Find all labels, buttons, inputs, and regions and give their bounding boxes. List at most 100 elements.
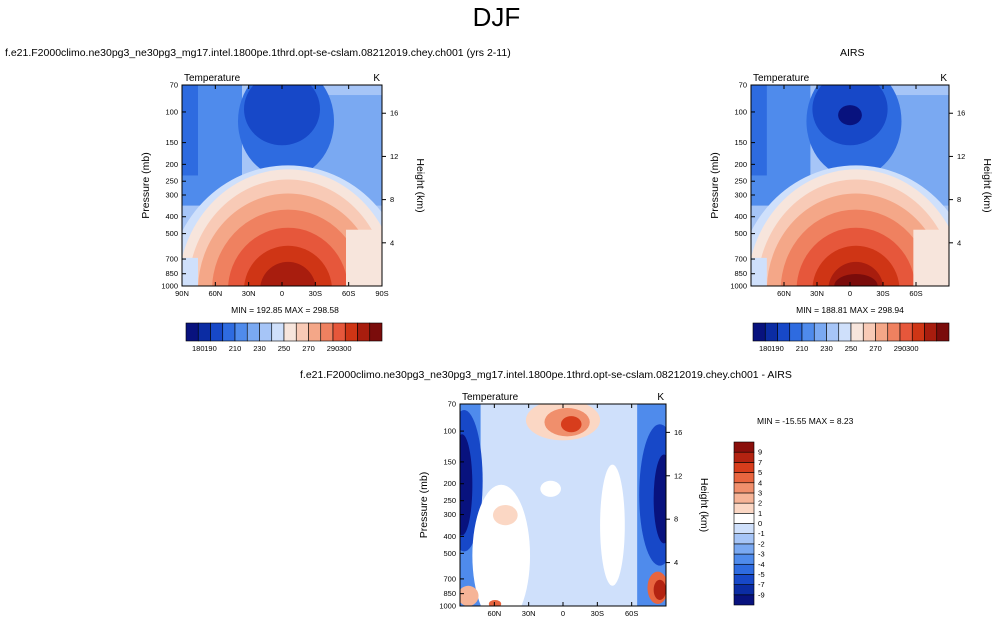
y2-axis-label: Height (km) bbox=[698, 478, 710, 532]
colorbar-tick-label: 230 bbox=[820, 344, 833, 353]
y-axis-label: Pressure (mb) bbox=[418, 472, 430, 539]
colorbar-box bbox=[752, 322, 766, 342]
x-tick-label: 30N bbox=[522, 609, 536, 618]
y2-tick-label: 16 bbox=[390, 109, 398, 118]
colorbar-box bbox=[234, 322, 248, 342]
y-tick-label: 150 bbox=[734, 138, 747, 147]
colorbar-box bbox=[936, 322, 950, 342]
y-tick-label: 70 bbox=[170, 81, 178, 90]
colorbar-box bbox=[733, 482, 755, 494]
x-tick-label: 60N bbox=[777, 289, 791, 298]
diff-nh-min-core bbox=[460, 434, 473, 536]
colorbar-tick-label: 250 bbox=[278, 344, 291, 353]
x-tick-label: 60S bbox=[909, 289, 922, 298]
band-sh-surface bbox=[346, 229, 382, 286]
colorbar-tick-label: 290 bbox=[894, 344, 907, 353]
x-tick-label: 30S bbox=[876, 289, 889, 298]
y-tick-label: 150 bbox=[165, 138, 178, 147]
colorbar-tick-label: 210 bbox=[229, 344, 242, 353]
diff-sh-min-core bbox=[653, 454, 666, 544]
right-string: K bbox=[373, 73, 380, 84]
y2-axis-label: Height (km) bbox=[981, 158, 993, 212]
colorbar-box bbox=[733, 533, 755, 545]
y2-tick-label: 4 bbox=[674, 558, 678, 567]
y-tick-label: 200 bbox=[443, 479, 456, 488]
x-tick-label: 0 bbox=[561, 609, 565, 618]
x-tick-label: 0 bbox=[848, 289, 852, 298]
colorbar-box bbox=[838, 322, 852, 342]
colorbar-box bbox=[344, 322, 358, 342]
y-axis-label: Pressure (mb) bbox=[140, 152, 152, 219]
left-string: Temperature bbox=[462, 392, 519, 403]
y-tick-label: 400 bbox=[443, 532, 456, 541]
colorbar-tick-label: 300 bbox=[339, 344, 352, 353]
stats-text: MIN = -15.55 MAX = 8.23 bbox=[757, 416, 854, 426]
band-nh-surface bbox=[751, 257, 767, 286]
colorbar-box bbox=[733, 594, 755, 606]
colorbar-box bbox=[813, 322, 827, 342]
colorbar-box bbox=[733, 513, 755, 524]
colorbar-box bbox=[789, 322, 803, 342]
y-tick-label: 500 bbox=[165, 229, 178, 238]
colorbar-tick-label: 180 bbox=[759, 344, 772, 353]
x-tick-label: 0 bbox=[280, 289, 284, 298]
colorbar-box bbox=[733, 441, 755, 453]
y-tick-label: 850 bbox=[165, 269, 178, 278]
band-max-core bbox=[834, 273, 878, 286]
panel2-field bbox=[751, 85, 949, 286]
colorbar-tick-label: 180 bbox=[192, 344, 205, 353]
colorbar-tick-label: 270 bbox=[869, 344, 882, 353]
x-tick-label: 90S bbox=[375, 289, 388, 298]
colorbar-box bbox=[764, 322, 778, 342]
colorbar-tick-label: 3 bbox=[758, 488, 762, 497]
colorbar-box bbox=[875, 322, 889, 342]
colorbar-tick-label: 190 bbox=[204, 344, 217, 353]
y-tick-label: 150 bbox=[443, 457, 456, 466]
colorbar-tick-label: 210 bbox=[796, 344, 809, 353]
y-tick-label: 850 bbox=[443, 589, 456, 598]
right-string: K bbox=[657, 392, 664, 403]
colorbar-tick-label: 250 bbox=[845, 344, 858, 353]
colorbar-tick-label: -2 bbox=[758, 539, 765, 548]
colorbar-box bbox=[332, 322, 346, 342]
diff-nh-surface-core bbox=[488, 599, 502, 606]
colorbar-tick-label: 190 bbox=[771, 344, 784, 353]
colorbar-tick-label: 0 bbox=[758, 519, 762, 528]
colorbar-tick-label: -9 bbox=[758, 590, 765, 599]
colorbar-tick-label: 230 bbox=[253, 344, 266, 353]
y-tick-label: 700 bbox=[165, 255, 178, 264]
y2-tick-label: 16 bbox=[674, 428, 682, 437]
figure-title: DJF bbox=[472, 2, 521, 32]
stats-text: MIN = 188.81 MAX = 298.94 bbox=[796, 305, 904, 315]
colorbar-box bbox=[801, 322, 815, 342]
colorbar-tick-label: -4 bbox=[758, 560, 765, 569]
colorbar-tick-label: 5 bbox=[758, 468, 762, 477]
colorbar-box bbox=[733, 451, 755, 463]
colorbar-box bbox=[733, 574, 755, 585]
band-sh-surface bbox=[913, 229, 949, 286]
colorbar-tick-label: -3 bbox=[758, 550, 765, 559]
colorbar-tick-label: 7 bbox=[758, 458, 762, 467]
left-string: Temperature bbox=[184, 73, 241, 84]
y2-tick-label: 8 bbox=[390, 195, 394, 204]
y-tick-label: 100 bbox=[734, 107, 747, 116]
y2-tick-label: 12 bbox=[957, 152, 965, 161]
y2-tick-label: 4 bbox=[390, 238, 394, 247]
x-tick-label: 90N bbox=[175, 289, 189, 298]
y-axis-label: Pressure (mb) bbox=[709, 152, 721, 219]
colorbar-box bbox=[733, 553, 755, 565]
colorbar-box bbox=[733, 543, 755, 555]
stats-text: MIN = 192.85 MAX = 298.58 bbox=[231, 305, 339, 315]
colorbar-tick-label: 4 bbox=[758, 478, 762, 487]
x-tick-label: 30S bbox=[591, 609, 604, 618]
colorbar-box bbox=[259, 322, 273, 342]
x-tick-label: 60S bbox=[625, 609, 638, 618]
band-lower-7 bbox=[260, 261, 316, 286]
y-tick-label: 700 bbox=[443, 574, 456, 583]
colorbar-box bbox=[733, 472, 755, 484]
colorbar-box bbox=[733, 523, 755, 534]
y2-axis-label: Height (km) bbox=[414, 158, 426, 212]
y-tick-label: 700 bbox=[734, 255, 747, 264]
x-tick-label: 30S bbox=[309, 289, 322, 298]
